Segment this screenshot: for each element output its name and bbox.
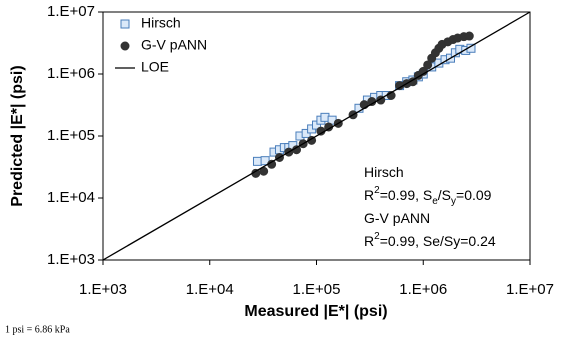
annotation: R2=0.99, Se/Sy=0.09	[364, 185, 492, 207]
annotation-part: =0.99, Se/Sy=0.24	[380, 233, 496, 249]
x-tick-label: 1.E+05	[293, 281, 341, 298]
x-tick-label: 1.E+06	[399, 281, 447, 298]
y-tick-label: 1.E+03	[47, 251, 95, 268]
plot-frame	[102, 11, 531, 261]
annotation-part: y	[451, 196, 456, 207]
x-tick-label: 1.E+03	[79, 281, 127, 298]
annotation-part: R	[364, 187, 374, 203]
x-tick-label: 1.E+04	[186, 281, 234, 298]
annotation-part: e	[432, 196, 438, 207]
footnote: 1 psi = 6.86 kPa	[5, 324, 70, 335]
data-point	[252, 156, 262, 166]
annotation-part: /S	[438, 187, 451, 203]
annotation: G-V pANN	[364, 210, 430, 226]
legend-label: LOE	[141, 59, 169, 75]
legend-swatch	[120, 41, 130, 51]
legend-swatch	[120, 19, 130, 29]
annotation-part: Hirsch	[364, 164, 404, 180]
annotation: Hirsch	[364, 164, 404, 180]
annotation-part: =0.09	[456, 187, 492, 203]
y-tick-label: 1.E+06	[47, 65, 95, 82]
y-tick-label: 1.E+07	[47, 3, 95, 20]
annotation-part: G-V pANN	[364, 210, 430, 226]
legend-label: G-V pANN	[141, 37, 207, 53]
legend-label: Hirsch	[141, 15, 181, 31]
data-point	[359, 100, 369, 110]
data-point	[464, 31, 474, 41]
loe-line	[102, 11, 531, 261]
y-tick-label: 1.E+04	[47, 189, 95, 206]
annotation-part: 2	[374, 231, 380, 242]
x-axis-title: Measured |E*| (psi)	[244, 303, 387, 320]
y-axis-title: Predicted |E*| (psi)	[9, 65, 26, 206]
annotation: R2=0.99, Se/Sy=0.24	[364, 231, 496, 249]
y-tick-label: 1.E+05	[47, 127, 95, 144]
annotation-part: =0.99, S	[380, 187, 433, 203]
annotation-part: 2	[374, 185, 380, 196]
x-tick-label: 1.E+07	[506, 281, 554, 298]
annotation-part: R	[364, 233, 374, 249]
data-point	[423, 60, 433, 70]
